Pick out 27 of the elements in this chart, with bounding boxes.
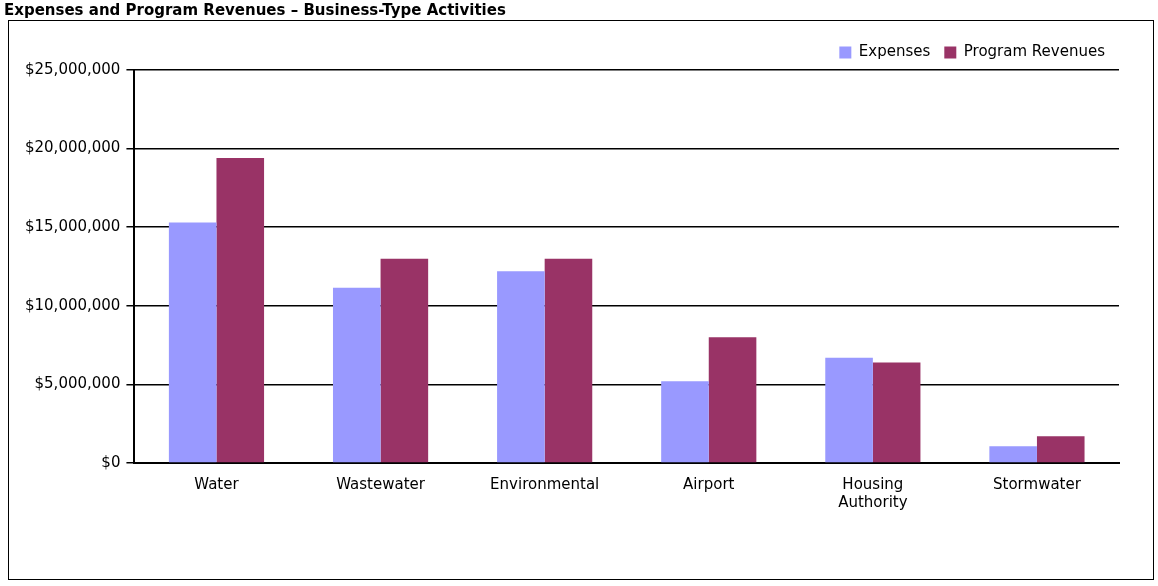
bar (872, 362, 921, 463)
y-tick-label: $10,000,000 (24, 295, 121, 314)
legend-label: Expenses (858, 42, 931, 61)
x-tick-label: Water (194, 474, 240, 493)
y-tick-label: $15,000,000 (24, 217, 121, 236)
y-tick-label: $5,000,000 (34, 374, 121, 393)
x-tick-label: Wastewater (336, 474, 426, 493)
x-tick-label: Airport (683, 474, 735, 493)
legend-label: Program Revenues (963, 42, 1106, 61)
y-tick-label: $25,000,000 (24, 59, 121, 78)
bar (544, 258, 593, 463)
y-tick-label: $0 (101, 452, 121, 471)
x-tick-label: Stormwater (993, 474, 1082, 493)
bar (497, 271, 545, 463)
bar (1036, 436, 1085, 463)
bar (989, 446, 1037, 463)
bar (661, 381, 709, 463)
bar (168, 222, 217, 463)
bar (825, 357, 873, 463)
bar (380, 258, 429, 463)
bar (216, 158, 265, 463)
x-tick-label: Environmental (490, 474, 600, 493)
bar (708, 337, 757, 463)
chart-title: Expenses and Program Revenues – Business-Type Activities (3, 0, 507, 20)
bar (332, 287, 381, 463)
y-tick-label: $20,000,000 (24, 138, 121, 157)
x-tick-label: Housing Authority (838, 474, 908, 511)
